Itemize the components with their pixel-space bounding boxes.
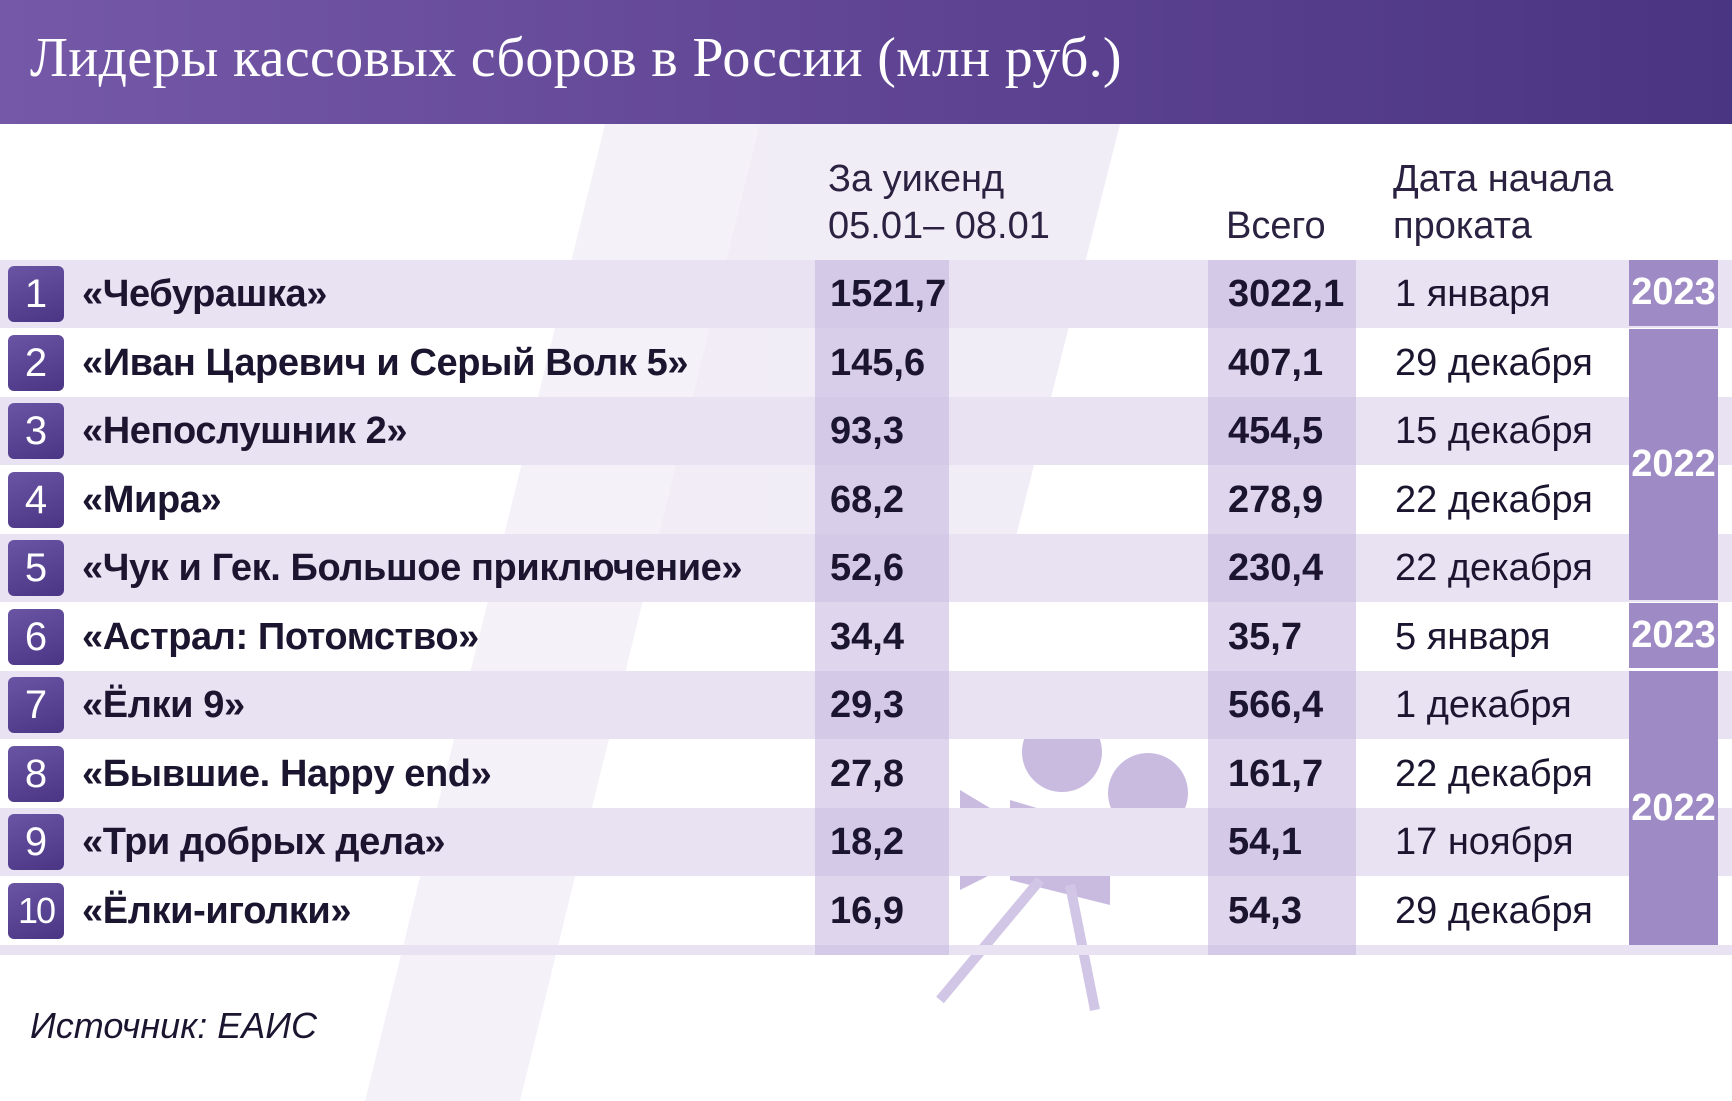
weekend-header-line2: 05.01– 08.01 [828, 205, 1050, 247]
year-badge: 2023 [1629, 602, 1718, 668]
release-date: 5 января [1395, 615, 1551, 658]
film-title: «Мира» [82, 478, 222, 521]
total-value: 3022,1 [1228, 273, 1345, 315]
film-title: «Чебурашка» [82, 273, 327, 315]
weekend-value: 93,3 [830, 410, 904, 452]
rank-badge: 8 [8, 745, 64, 802]
total-value: 454,5 [1228, 410, 1324, 452]
weekend-value: 68,2 [830, 478, 904, 521]
release-date: 29 декабря [1395, 889, 1593, 932]
total-value: 566,4 [1228, 684, 1324, 726]
release-date: 22 декабря [1395, 478, 1593, 521]
film-title: «Непослушник 2» [82, 410, 408, 452]
year-badge: 2022 [1629, 328, 1718, 600]
rank-badge: 1 [8, 266, 64, 322]
release-date: 22 декабря [1395, 547, 1593, 589]
rank-badge: 7 [8, 677, 64, 733]
rank-badge: 4 [8, 471, 64, 528]
release-date: 17 ноября [1395, 821, 1574, 863]
release-date: 22 декабря [1395, 752, 1593, 795]
total-value: 407,1 [1228, 341, 1324, 384]
weekend-value: 18,2 [830, 821, 904, 863]
total-value: 54,3 [1228, 889, 1302, 932]
source-note: Источник: ЕАИС [30, 1005, 317, 1046]
year-badge: 2023 [1629, 260, 1718, 326]
release-date: 29 декабря [1395, 341, 1593, 384]
rank-badge: 3 [8, 403, 64, 459]
rank-badge: 6 [8, 608, 64, 665]
weekend-value: 27,8 [830, 752, 904, 795]
total-value: 54,1 [1228, 821, 1302, 863]
film-title: «Ёлки 9» [82, 684, 245, 726]
total-value: 230,4 [1228, 547, 1324, 589]
rank-badge: 9 [8, 814, 64, 870]
total-column-header: Всего [1226, 203, 1326, 250]
film-title: «Ёлки-иголки» [82, 889, 352, 932]
chart-title: Лидеры кассовых сборов в России (млн руб… [30, 27, 1122, 89]
weekend-value: 16,9 [830, 889, 904, 932]
date-column-header: Дата начала проката [1393, 156, 1613, 250]
weekend-value: 145,6 [830, 341, 926, 384]
weekend-column-header: За уикенд 05.01– 08.01 [828, 156, 1050, 250]
total-header-label: Всего [1226, 205, 1326, 247]
weekend-value: 34,4 [830, 615, 904, 658]
weekend-column-shade [815, 260, 949, 955]
film-title: «Бывшие. Happy end» [82, 752, 492, 795]
weekend-value: 29,3 [830, 684, 904, 726]
total-value: 278,9 [1228, 478, 1324, 521]
year-badge: 2022 [1629, 671, 1718, 945]
total-value: 35,7 [1228, 615, 1302, 658]
film-title: «Три добрых дела» [82, 821, 446, 863]
weekend-value: 52,6 [830, 547, 904, 589]
weekend-value: 1521,7 [830, 273, 947, 315]
rank-badge: 10 [8, 882, 64, 939]
rank-badge: 5 [8, 540, 64, 596]
release-date: 15 декабря [1395, 410, 1593, 452]
film-title: «Астрал: Потомство» [82, 615, 479, 658]
film-title: «Чук и Гек. Большое приключение» [82, 547, 743, 589]
rank-badge: 2 [8, 334, 64, 391]
total-column-shade [1208, 260, 1356, 955]
release-date: 1 января [1395, 273, 1551, 315]
date-header-line1: Дата начала [1393, 158, 1614, 200]
film-title: «Иван Царевич и Серый Волк 5» [82, 341, 689, 384]
release-date: 1 декабря [1395, 684, 1572, 726]
date-header-line2: проката [1393, 205, 1532, 247]
total-value: 161,7 [1228, 752, 1324, 795]
title-banner: Лидеры кассовых сборов в России (млн руб… [0, 0, 1732, 124]
weekend-header-line1: За уикенд [828, 158, 1005, 200]
